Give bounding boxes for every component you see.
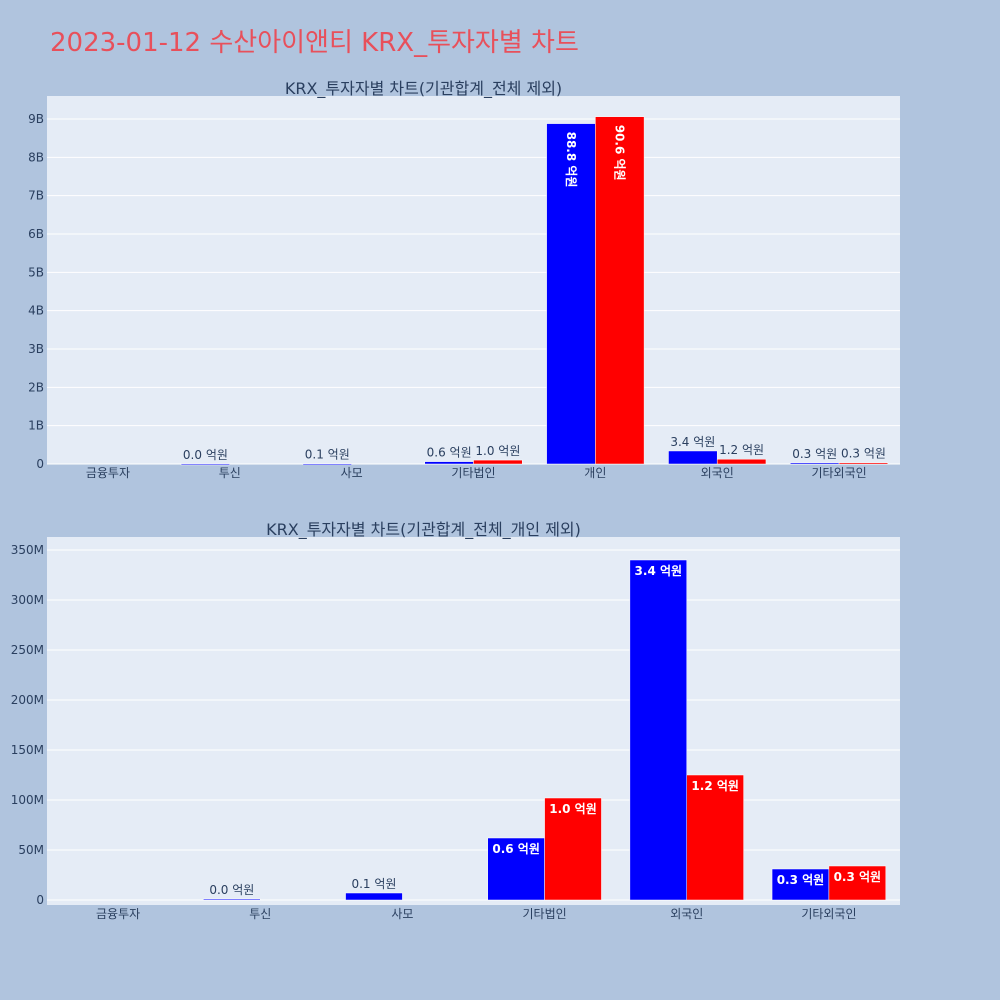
page-title: 2023-01-12 수산아이앤티 KRX_투자자별 차트 [50, 28, 579, 58]
x-tick-label: 기타법인 [522, 907, 566, 921]
chart-title: KRX_투자자별 차트(기관합계_전체_개인 제외) [266, 520, 581, 540]
x-tick-label: 기타외국인 [811, 466, 866, 480]
y-tick-label: 150M [11, 743, 44, 757]
x-tick-label: 금융투자 [86, 466, 130, 480]
x-tick-label: 외국인 [670, 907, 703, 921]
y-tick-label: 300M [11, 593, 44, 607]
bar [544, 797, 602, 901]
x-tick-label: 외국인 [701, 466, 734, 480]
bar [838, 462, 889, 465]
plot-area [47, 537, 900, 905]
bar [546, 123, 596, 465]
data-label: 0.1 억원 [351, 877, 396, 891]
y-tick-label: 3B [28, 342, 44, 356]
data-label: 1.0 억원 [475, 444, 520, 458]
bar [790, 462, 840, 465]
y-tick-label: 250M [11, 643, 44, 657]
x-tick-label: 투신 [219, 466, 241, 480]
bar [345, 892, 403, 901]
data-label: 0.3 억원 [834, 870, 882, 884]
bar [668, 450, 718, 465]
y-tick-label: 5B [28, 265, 44, 279]
data-label: 0.3 억원 [777, 873, 825, 887]
bar [424, 461, 474, 465]
bar [203, 898, 261, 901]
plot-area [47, 96, 900, 464]
bar [595, 116, 645, 465]
bar [180, 463, 231, 466]
y-tick-label: 200M [11, 693, 44, 707]
y-tick-label: 0 [36, 457, 44, 471]
chart-1: 0 1B 2B 3B 4B 5B 6B 7B 8B 9B KRX_투자자별 차트(기관합계_전체 제… [28, 79, 900, 480]
bar [302, 463, 352, 465]
y-tick-label: 0 [36, 893, 44, 907]
y-tick-label: 50M [18, 843, 44, 857]
bar [716, 458, 767, 465]
y-tick-label: 2B [28, 380, 44, 394]
y-tick-label: 1B [28, 419, 44, 433]
x-tick-label: 사모 [391, 907, 413, 921]
chart-2: 0 50M 100M 150M 200M 250M 300M 350M KRX_투자자별 차트(… [11, 520, 900, 921]
data-label: 0.3 억원 [841, 447, 886, 461]
data-label: 1.2 억원 [719, 443, 764, 457]
bar [473, 459, 523, 465]
bar [686, 774, 744, 901]
x-tick-label: 기타법인 [451, 466, 495, 480]
x-tick-label: 개인 [584, 466, 606, 480]
data-label: 0.0 억원 [209, 883, 254, 897]
x-tick-label: 투신 [249, 907, 271, 921]
data-label: 0.6 억원 [427, 446, 472, 460]
bar [487, 837, 545, 901]
x-tick-label: 금융투자 [96, 907, 140, 921]
chart-title: KRX_투자자별 차트(기관합계_전체 제외) [285, 79, 562, 99]
data-label: 3.4 억원 [635, 564, 683, 578]
data-label: 90.6 억원 [613, 125, 627, 181]
x-tick-label: 사모 [341, 466, 363, 480]
y-tick-label: 4B [28, 304, 44, 318]
data-label: 0.3 억원 [792, 447, 837, 461]
bar [629, 559, 688, 901]
y-tick-label: 100M [11, 793, 44, 807]
bar [828, 865, 887, 901]
x-tick-label: 기타외국인 [801, 907, 856, 921]
data-label: 0.0 억원 [183, 448, 228, 462]
data-label: 3.4 억원 [670, 435, 715, 449]
data-label: 88.8 억원 [564, 132, 578, 188]
y-tick-label: 9B [28, 112, 44, 126]
y-tick-label: 350M [11, 543, 44, 557]
y-tick-label: 8B [28, 150, 44, 164]
data-label: 0.6 억원 [492, 842, 540, 856]
y-tick-label: 7B [28, 189, 44, 203]
data-label: 1.2 억원 [691, 779, 739, 793]
data-label: 0.1 억원 [305, 448, 350, 462]
y-tick-label: 6B [28, 227, 44, 241]
data-label: 1.0 억원 [549, 802, 597, 816]
